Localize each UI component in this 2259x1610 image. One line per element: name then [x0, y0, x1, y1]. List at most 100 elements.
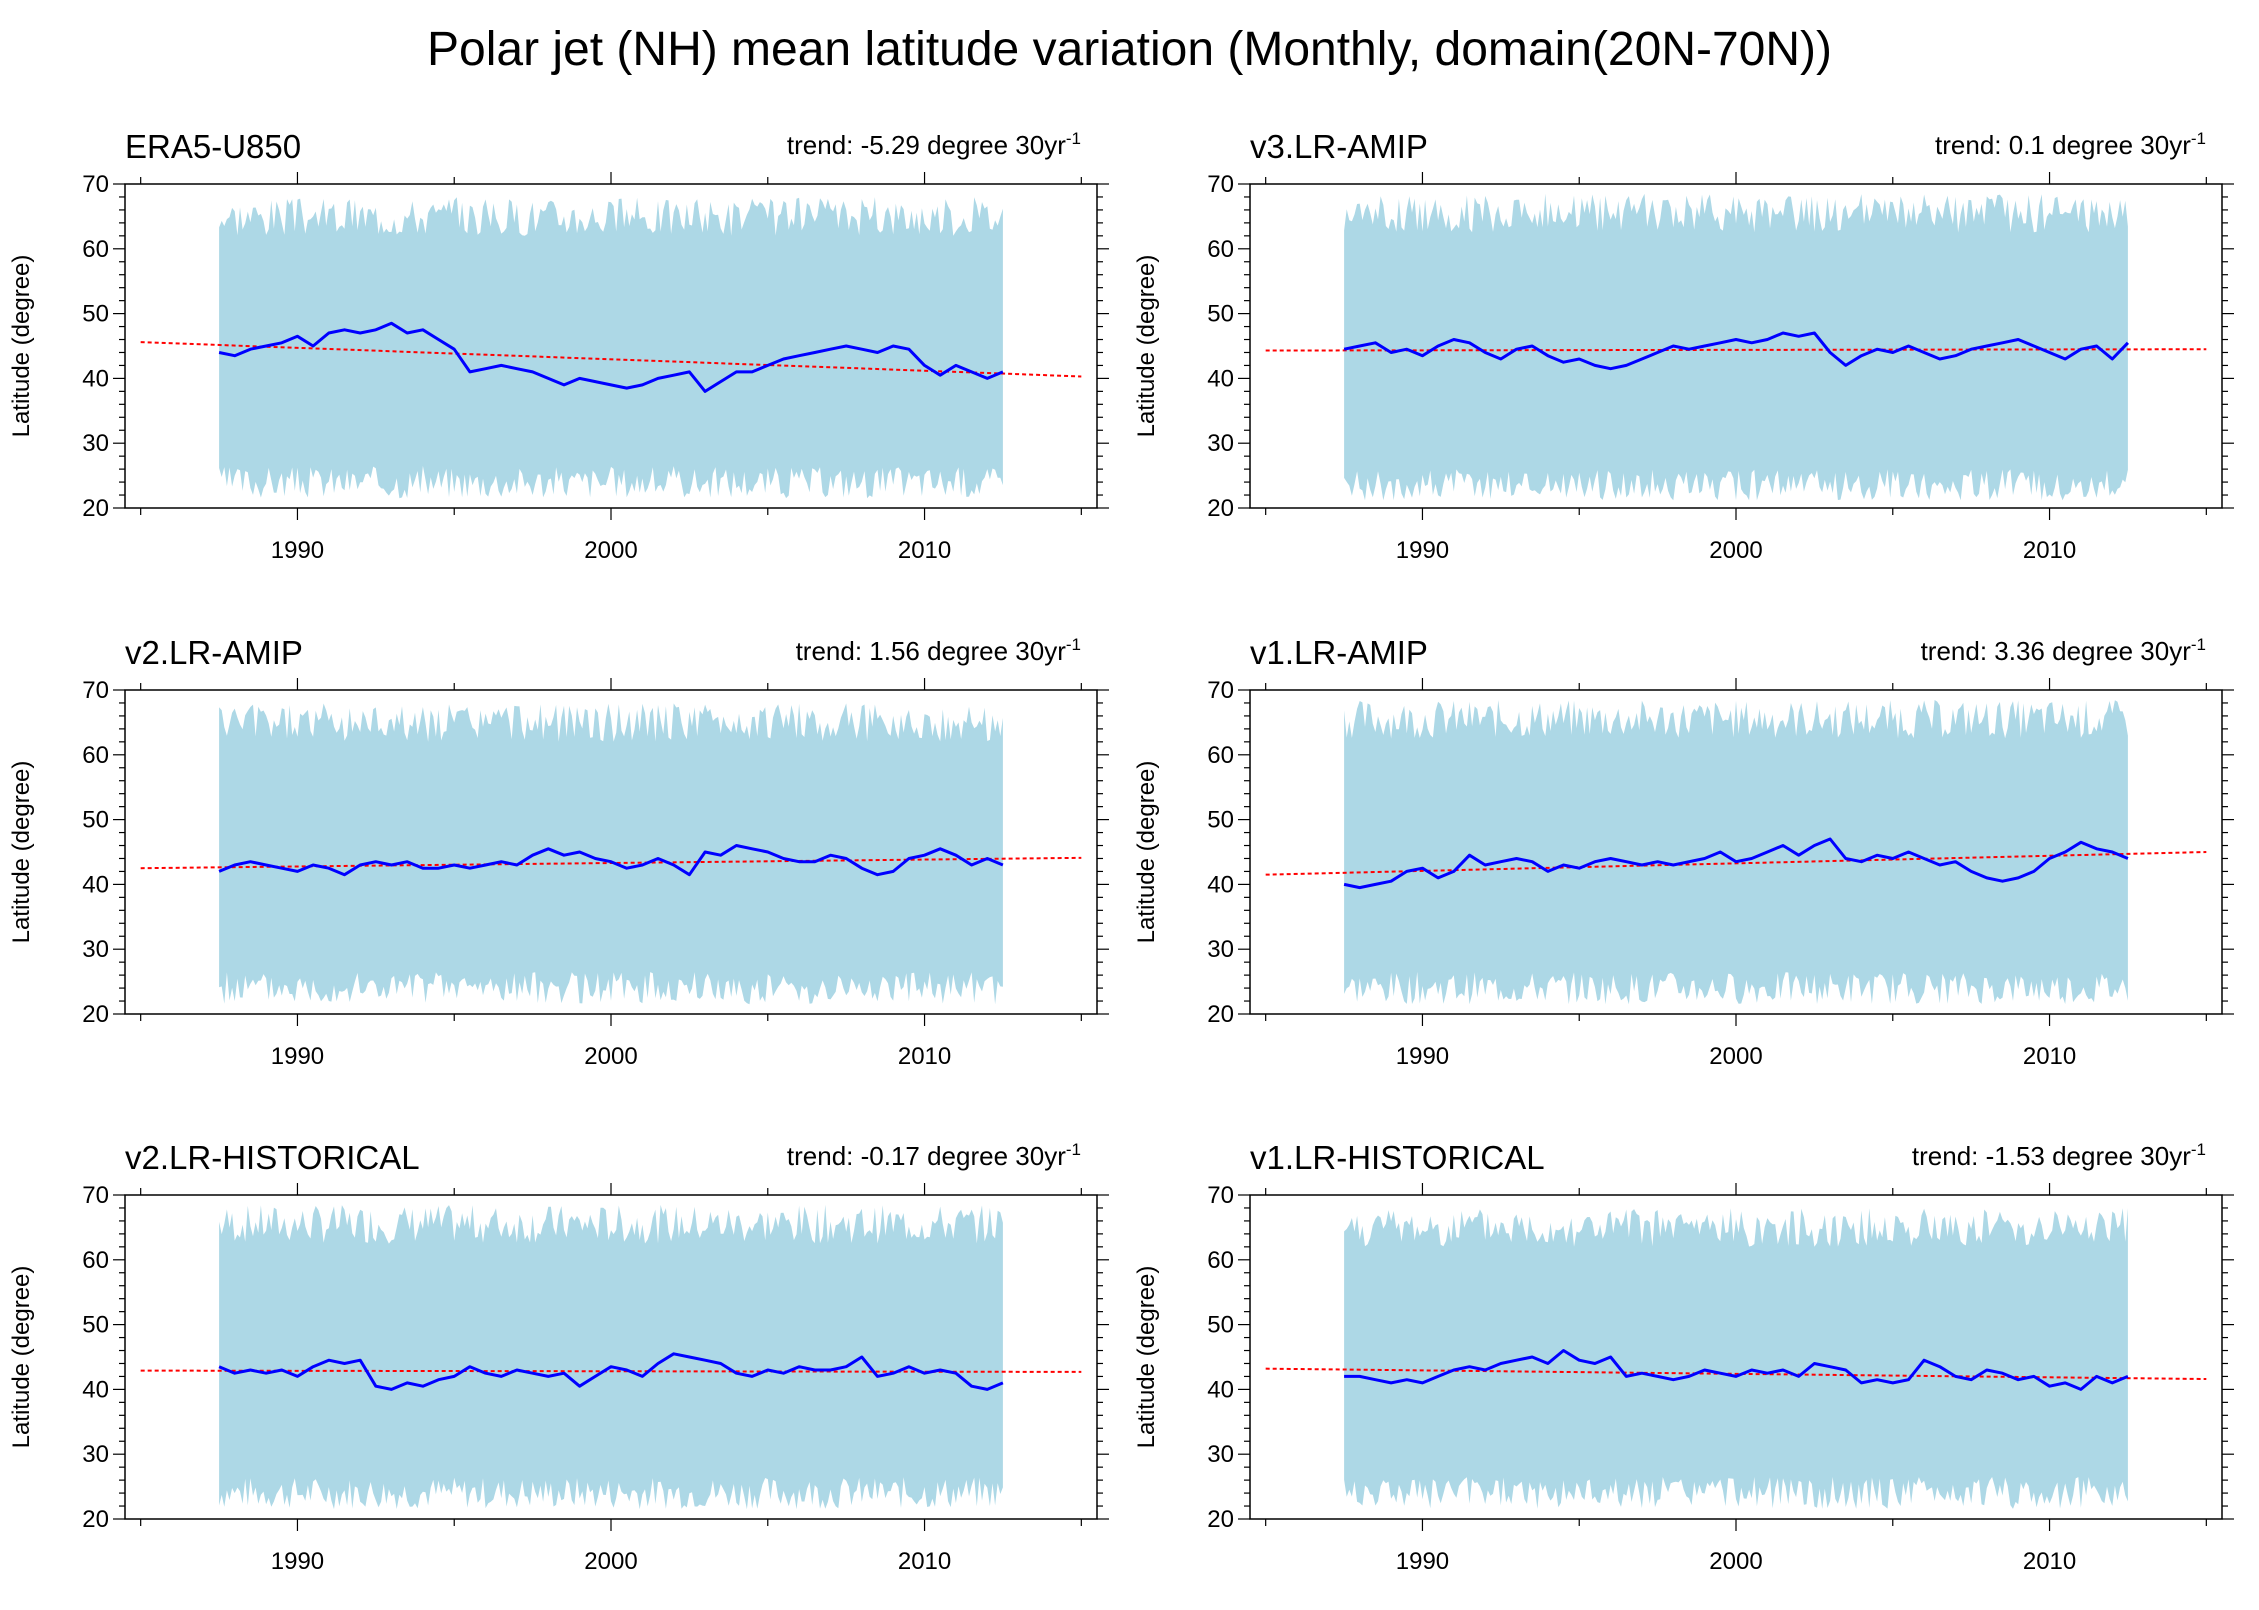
- panel-title: v3.LR-AMIP: [1250, 128, 1428, 165]
- trend-line: [140, 1369, 1082, 1373]
- trend-label: trend: 1.56 degree 30yr-1: [796, 635, 1081, 666]
- x-tick-label: 1990: [1396, 537, 1449, 564]
- y-tick-label: 30: [1207, 1441, 1234, 1468]
- y-tick-label: 70: [82, 171, 109, 198]
- chart-panel-1: 20 30 40 50 60 70 1990 2000 2010 Latitude (degree…: [8, 128, 1109, 564]
- x-tick-label: 2000: [584, 1043, 637, 1070]
- spread-band: [219, 197, 1003, 499]
- y-tick-label: 50: [82, 301, 109, 328]
- trend-label-exponent: -1: [2191, 129, 2206, 148]
- panel-title: v2.LR-HISTORICAL: [125, 1139, 420, 1176]
- spread-band: [219, 1204, 1003, 1510]
- trend-label-text: trend: 1.56 degree 30yr: [796, 636, 1067, 666]
- y-tick-label: 50: [1207, 301, 1234, 328]
- trend-label-exponent: -1: [1066, 1140, 1081, 1159]
- trend-line: [140, 341, 1082, 378]
- x-tick-label: 1990: [271, 537, 324, 564]
- trend-label-exponent: -1: [1066, 635, 1081, 654]
- series-line: [218, 321, 1004, 393]
- x-tick-label: 2000: [1709, 1043, 1762, 1070]
- series-line: [218, 1352, 1004, 1391]
- y-tick-label: 30: [82, 936, 109, 963]
- figure-title: Polar jet (NH) mean latitude variation (…: [427, 23, 1832, 76]
- x-tick-label: 2010: [2023, 1043, 2076, 1070]
- chart-panel-3: 20 30 40 50 60 70 1990 2000 2010 Latitude (degree…: [8, 634, 1109, 1070]
- trend-label-exponent: -1: [1066, 129, 1081, 148]
- series-line: [1344, 1349, 2129, 1391]
- panel-title: v2.LR-AMIP: [125, 634, 303, 671]
- y-tick-label: 40: [1207, 1376, 1234, 1403]
- y-axis-label: Latitude (degree): [8, 255, 35, 438]
- y-tick-label: 60: [82, 236, 109, 263]
- y-tick-label: 50: [82, 1312, 109, 1339]
- y-tick-label: 70: [82, 1182, 109, 1209]
- y-tick-label: 40: [82, 365, 109, 392]
- y-tick-label: 40: [82, 1376, 109, 1403]
- y-tick-label: 60: [1207, 236, 1234, 263]
- panel-title: v1.LR-AMIP: [1250, 634, 1428, 671]
- y-axis-label: Latitude (degree): [8, 761, 35, 944]
- chart-panel-4: 20 30 40 50 60 70 1990 2000 2010 Latitude (degree…: [1133, 634, 2234, 1070]
- spread-band: [1344, 1208, 2128, 1509]
- y-axis-label: Latitude (degree): [1133, 761, 1160, 944]
- x-tick-label: 2010: [898, 1043, 951, 1070]
- y-tick-label: 60: [82, 1247, 109, 1274]
- x-tick-label: 2000: [1709, 537, 1762, 564]
- x-tick-label: 2000: [1709, 1548, 1762, 1575]
- y-tick-label: 30: [1207, 936, 1234, 963]
- spread-band: [1344, 193, 2128, 501]
- y-tick-label: 30: [82, 1441, 109, 1468]
- y-tick-label: 50: [82, 807, 109, 834]
- y-tick-label: 40: [82, 871, 109, 898]
- trend-label-text: trend: -0.17 degree 30yr: [787, 1141, 1066, 1171]
- x-tick-label: 2000: [584, 537, 637, 564]
- y-tick-label: 40: [1207, 365, 1234, 392]
- trend-label-text: trend: -5.29 degree 30yr: [787, 130, 1066, 160]
- x-tick-label: 2000: [584, 1548, 637, 1575]
- y-axis-label: Latitude (degree): [1133, 1266, 1160, 1449]
- y-tick-label: 20: [82, 1506, 109, 1533]
- trend-label: trend: -1.53 degree 30yr-1: [1912, 1140, 2206, 1171]
- x-tick-label: 2010: [2023, 537, 2076, 564]
- y-tick-label: 60: [82, 742, 109, 769]
- y-tick-label: 70: [1207, 1182, 1234, 1209]
- y-axis-label: Latitude (degree): [1133, 255, 1160, 438]
- x-tick-label: 1990: [271, 1043, 324, 1070]
- y-tick-label: 30: [82, 430, 109, 457]
- panel-title: ERA5-U850: [125, 128, 301, 165]
- y-tick-label: 50: [1207, 807, 1234, 834]
- x-tick-label: 1990: [1396, 1548, 1449, 1575]
- y-tick-label: 70: [1207, 677, 1234, 704]
- x-tick-label: 2010: [2023, 1548, 2076, 1575]
- y-tick-label: 20: [1207, 1001, 1234, 1028]
- y-tick-label: 20: [1207, 1506, 1234, 1533]
- spread-band: [1344, 700, 2128, 1005]
- series-line: [1343, 331, 2129, 371]
- trend-line: [1265, 1367, 2207, 1381]
- y-tick-label: 60: [1207, 1247, 1234, 1274]
- y-tick-label: 20: [82, 1001, 109, 1028]
- panel-title: v1.LR-HISTORICAL: [1250, 1139, 1545, 1176]
- y-tick-label: 60: [1207, 742, 1234, 769]
- series-line: [218, 844, 1004, 877]
- y-tick-label: 30: [1207, 430, 1234, 457]
- x-tick-label: 2010: [898, 1548, 951, 1575]
- trend-line: [1265, 348, 2207, 352]
- trend-label-text: trend: 0.1 degree 30yr: [1935, 130, 2191, 160]
- y-tick-label: 20: [82, 495, 109, 522]
- trend-line: [1265, 851, 2207, 876]
- chart-panel-5: 20 30 40 50 60 70 1990 2000 2010 Latitude (degree…: [8, 1139, 1109, 1575]
- chart-panel-6: 20 30 40 50 60 70 1990 2000 2010 Latitude (degree…: [1133, 1139, 2234, 1575]
- x-tick-label: 1990: [1396, 1043, 1449, 1070]
- trend-label-text: trend: 3.36 degree 30yr: [1921, 636, 2192, 666]
- chart-panel-2: 20 30 40 50 60 70 1990 2000 2010 Latitude (degree…: [1133, 128, 2234, 564]
- y-axis-label: Latitude (degree): [8, 1266, 35, 1449]
- x-tick-label: 1990: [271, 1548, 324, 1575]
- trend-label: trend: -5.29 degree 30yr-1: [787, 129, 1081, 160]
- y-tick-label: 70: [82, 677, 109, 704]
- x-tick-label: 2010: [898, 537, 951, 564]
- trend-label-exponent: -1: [2191, 635, 2206, 654]
- trend-label: trend: -0.17 degree 30yr-1: [787, 1140, 1081, 1171]
- y-tick-label: 40: [1207, 871, 1234, 898]
